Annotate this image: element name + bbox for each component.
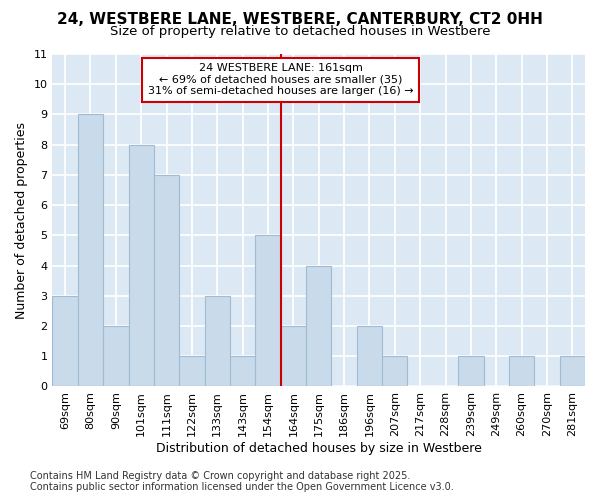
Text: Size of property relative to detached houses in Westbere: Size of property relative to detached ho… — [110, 25, 490, 38]
Bar — [52, 296, 78, 386]
Text: Contains HM Land Registry data © Crown copyright and database right 2025.
Contai: Contains HM Land Registry data © Crown c… — [30, 471, 454, 492]
Bar — [560, 356, 585, 386]
Bar — [103, 326, 128, 386]
Bar — [281, 326, 306, 386]
Bar — [458, 356, 484, 386]
Y-axis label: Number of detached properties: Number of detached properties — [15, 122, 28, 318]
Bar — [306, 266, 331, 386]
Bar — [382, 356, 407, 386]
Bar — [78, 114, 103, 386]
Text: 24 WESTBERE LANE: 161sqm
← 69% of detached houses are smaller (35)
31% of semi-d: 24 WESTBERE LANE: 161sqm ← 69% of detach… — [148, 63, 413, 96]
Bar — [256, 236, 281, 386]
Bar — [357, 326, 382, 386]
X-axis label: Distribution of detached houses by size in Westbere: Distribution of detached houses by size … — [156, 442, 482, 455]
Bar — [179, 356, 205, 386]
Bar — [230, 356, 256, 386]
Bar — [154, 175, 179, 386]
Text: 24, WESTBERE LANE, WESTBERE, CANTERBURY, CT2 0HH: 24, WESTBERE LANE, WESTBERE, CANTERBURY,… — [57, 12, 543, 28]
Bar — [205, 296, 230, 386]
Bar — [509, 356, 534, 386]
Bar — [128, 144, 154, 386]
